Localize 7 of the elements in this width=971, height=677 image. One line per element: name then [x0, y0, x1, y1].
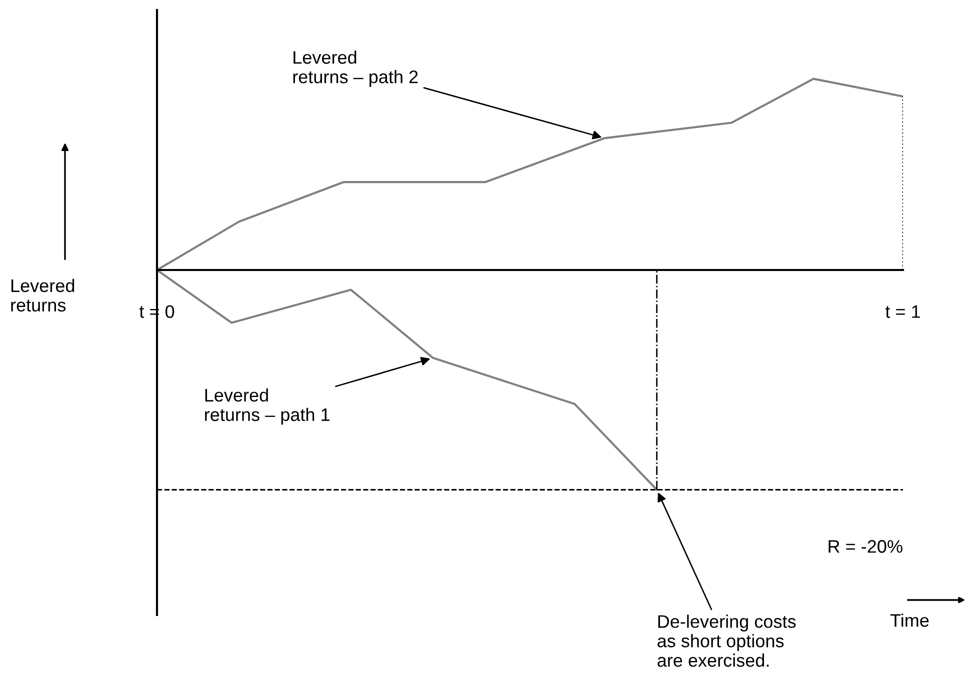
annotation: Levered returns – path 2: [293, 50, 418, 87]
annotation: Levered returns – path 1: [205, 388, 330, 425]
text: R = -20%: [828, 540, 902, 553]
y-axis-title: Levered returns: [11, 278, 74, 312]
x-tick-label: t = 1: [885, 305, 920, 318]
text: Time: [890, 614, 929, 627]
annotation: De-levering costs as short options are exercised.: [658, 614, 796, 667]
